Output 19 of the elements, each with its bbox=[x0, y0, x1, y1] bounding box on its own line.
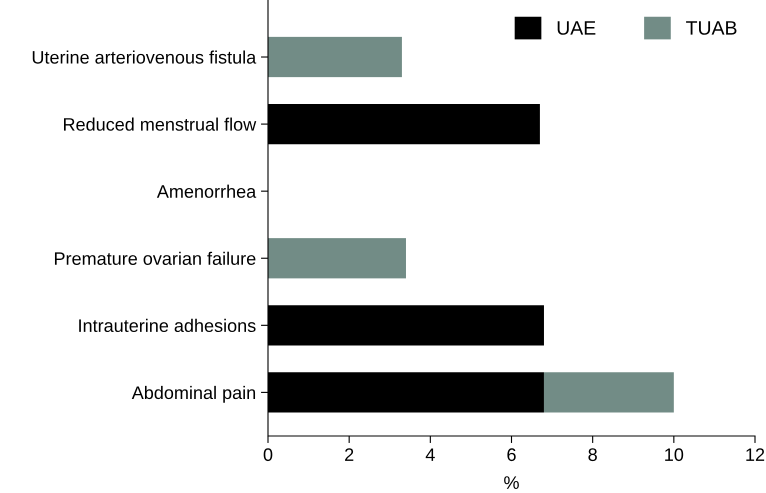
legend-label: TUAB bbox=[686, 21, 736, 35]
x-tick-label: 4 bbox=[426, 448, 435, 461]
x-tick-label: 10 bbox=[665, 448, 684, 462]
x-tick-label: 6 bbox=[507, 448, 516, 462]
x-tick-label: 12 bbox=[746, 448, 764, 461]
bar bbox=[268, 36, 402, 78]
legend-label: UAE bbox=[558, 21, 596, 35]
bar bbox=[544, 372, 674, 413]
x-tick-label: 2 bbox=[345, 448, 354, 461]
y-tick-label: Uterine arteriovenous fistula bbox=[32, 50, 256, 64]
x-axis-title: % bbox=[504, 476, 519, 489]
x-tick-label: 8 bbox=[588, 448, 597, 462]
y-tick-label: Amenorrhea bbox=[156, 184, 256, 198]
bar bbox=[268, 238, 406, 278]
y-tick-label: Reduced menstrual flow bbox=[64, 118, 256, 131]
y-tick-label: Premature ovarian failure bbox=[54, 252, 256, 265]
x-tick-label: 0 bbox=[264, 448, 272, 462]
y-tick-label: Intrauterine adhesions bbox=[79, 318, 256, 332]
y-tick-label: Abdominal pain bbox=[132, 386, 256, 403]
